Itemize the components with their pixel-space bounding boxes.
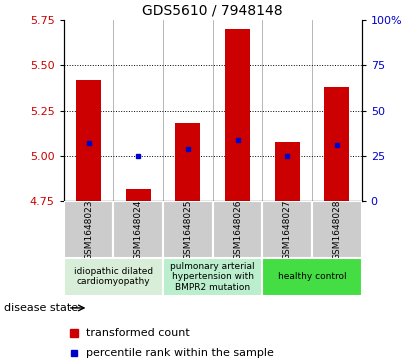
Text: pulmonary arterial
hypertension with
BMPR2 mutation: pulmonary arterial hypertension with BMP… (171, 262, 255, 292)
Text: transformed count: transformed count (86, 328, 190, 338)
Bar (262, 258, 362, 296)
Bar (275, 142, 300, 201)
Bar (324, 87, 349, 201)
Text: GSM1648023: GSM1648023 (84, 199, 93, 260)
Bar (64, 258, 163, 296)
Text: percentile rank within the sample: percentile rank within the sample (86, 348, 274, 358)
Text: GSM1648025: GSM1648025 (183, 199, 192, 260)
Bar (76, 80, 101, 201)
Bar (163, 258, 262, 296)
Bar (225, 29, 250, 201)
Text: GSM1648024: GSM1648024 (134, 199, 143, 260)
Text: idiopathic dilated
cardiomyopathy: idiopathic dilated cardiomyopathy (74, 267, 153, 286)
Bar (113, 201, 163, 258)
Bar (312, 201, 362, 258)
Bar (126, 189, 150, 201)
Text: healthy control: healthy control (278, 272, 346, 281)
Bar (163, 201, 213, 258)
Bar (213, 201, 262, 258)
Bar (262, 201, 312, 258)
Text: GSM1648028: GSM1648028 (332, 199, 342, 260)
Text: disease state: disease state (4, 303, 78, 313)
Bar (64, 201, 113, 258)
Text: GSM1648027: GSM1648027 (283, 199, 292, 260)
Bar (175, 123, 200, 201)
Text: GSM1648026: GSM1648026 (233, 199, 242, 260)
Title: GDS5610 / 7948148: GDS5610 / 7948148 (142, 3, 283, 17)
